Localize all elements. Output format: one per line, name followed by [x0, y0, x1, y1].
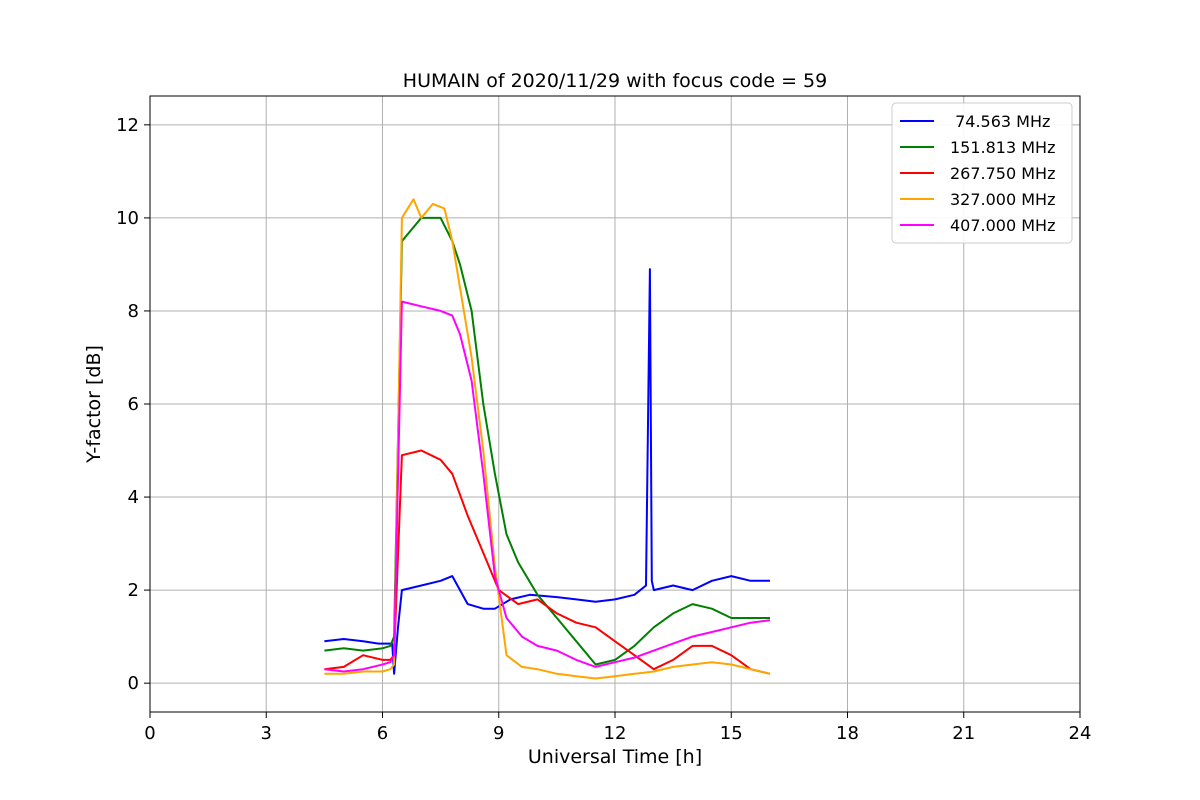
legend-label-0: 74.563 MHz	[950, 112, 1050, 131]
y-tick-label: 2	[128, 580, 139, 601]
series-layer	[324, 198, 771, 680]
x-tick-label: 18	[836, 723, 859, 744]
x-axis-label: Universal Time [h]	[528, 746, 702, 768]
legend-label-1: 151.813 MHz	[950, 138, 1055, 157]
series-line-0	[324, 268, 770, 675]
x-tick-label: 9	[493, 723, 504, 744]
chart-title: HUMAIN of 2020/11/29 with focus code = 5…	[403, 70, 827, 92]
legend-label-4: 407.000 MHz	[950, 216, 1055, 235]
series-line-4	[324, 300, 771, 673]
y-tick-label: 0	[128, 673, 139, 694]
legend: 74.563 MHz 151.813 MHz 267.750 MHz 327.000 …	[891, 102, 1073, 244]
legend-box	[891, 102, 1073, 244]
series-line-1	[324, 216, 770, 666]
legend-label-2: 267.750 MHz	[950, 164, 1055, 183]
y-axis-label: Y-factor [dB]	[83, 345, 105, 464]
series-line-3	[324, 198, 771, 680]
y-tick-label: 8	[128, 301, 139, 322]
y-tick-label: 12	[116, 115, 139, 136]
x-tick-label: 12	[604, 723, 627, 744]
y-tick-label: 4	[128, 487, 139, 508]
x-tick-label: 6	[377, 723, 388, 744]
y-tick-label: 10	[116, 208, 139, 229]
x-tick-label: 21	[952, 723, 975, 744]
legend-label-3: 327.000 MHz	[950, 190, 1055, 209]
x-tick-label: 24	[1069, 723, 1092, 744]
y-tick-label: 6	[128, 394, 139, 415]
x-tick-label: 0	[144, 723, 155, 744]
x-tick-label: 15	[720, 723, 743, 744]
x-tick-label: 3	[261, 723, 272, 744]
